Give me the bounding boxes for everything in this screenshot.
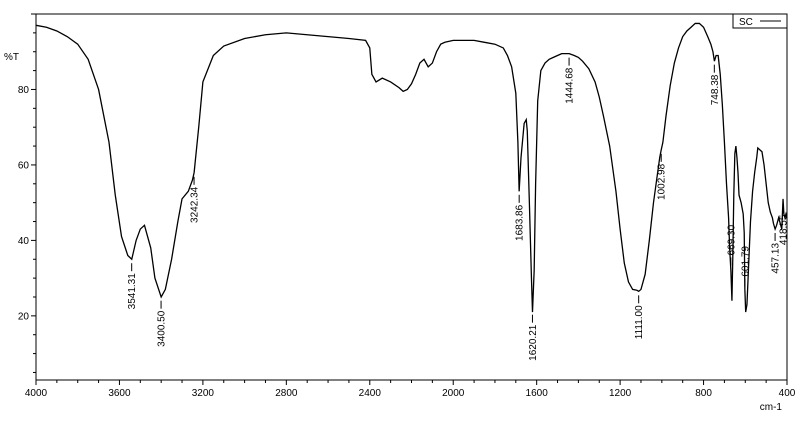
x-tick-label: 800 bbox=[695, 388, 712, 399]
series-line-sc bbox=[35, 22, 788, 313]
peak-annotation: 1002.98 bbox=[657, 153, 668, 200]
peak-label: 3242.34 bbox=[190, 186, 201, 223]
peak-annotation: 3400.50 bbox=[157, 300, 168, 347]
peak-annotation: 3541.31 bbox=[127, 263, 138, 309]
peak-annotation: 669.30 bbox=[726, 224, 737, 266]
peak-annotation: 418.55 bbox=[779, 204, 790, 245]
peak-label: 457.13 bbox=[771, 243, 782, 274]
x-tick-label: 2800 bbox=[275, 388, 298, 399]
x-tick-label: 400 bbox=[779, 388, 796, 399]
y-tick-label: 80 bbox=[18, 85, 30, 96]
peak-annotation: 1111.00 bbox=[634, 295, 645, 339]
legend-entry-label: SC bbox=[739, 17, 753, 28]
peak-annotations: 3541.31 3400.50 3242.34 1683.86 1620.21 1444.… bbox=[127, 57, 790, 361]
y-tick-label: 40 bbox=[18, 236, 30, 247]
x-tick-label: 3600 bbox=[108, 388, 131, 399]
peak-annotation: 748.38 bbox=[710, 64, 721, 105]
x-tick-label: 1200 bbox=[609, 388, 632, 399]
plot-frame bbox=[35, 13, 788, 381]
peak-annotation: 1683.86 bbox=[515, 194, 526, 241]
peak-label: 3541.31 bbox=[127, 273, 138, 310]
y-tick-label: 20 bbox=[18, 311, 30, 322]
x-tick-label: 3200 bbox=[192, 388, 215, 399]
peak-label: 1683.86 bbox=[515, 204, 526, 241]
peak-label: 1002.98 bbox=[657, 163, 668, 200]
peak-label: 1620.21 bbox=[528, 324, 539, 361]
peak-label: 601.79 bbox=[740, 246, 751, 277]
peak-annotation: 457.13 bbox=[771, 232, 782, 274]
x-tick-label: 2400 bbox=[359, 388, 382, 399]
peak-label: 1111.00 bbox=[634, 305, 645, 339]
peak-label: 669.30 bbox=[726, 224, 737, 255]
x-axis: 4000 3600 3200 2800 2400 2000 1600 1200 800 400 bbox=[25, 380, 796, 399]
x-axis-label: cm-1 bbox=[760, 402, 783, 413]
x-tick-label: 1600 bbox=[526, 388, 549, 399]
y-axis-label: %T bbox=[4, 52, 19, 63]
peak-annotation: 601.79 bbox=[740, 246, 751, 287]
peak-annotation: 1620.21 bbox=[528, 314, 539, 361]
y-axis: 20 40 60 80 bbox=[18, 13, 36, 373]
peak-annotation: 1444.68 bbox=[565, 57, 576, 104]
peak-label: 748.38 bbox=[710, 74, 721, 105]
peak-label: 418.55 bbox=[779, 214, 790, 245]
peak-label: 3400.50 bbox=[157, 310, 168, 347]
legend: SC bbox=[732, 13, 788, 29]
peak-label: 1444.68 bbox=[565, 67, 576, 104]
peak-annotation: 3242.34 bbox=[190, 176, 201, 223]
x-tick-label: 4000 bbox=[25, 388, 48, 399]
y-tick-label: 60 bbox=[18, 160, 30, 171]
x-tick-label: 2000 bbox=[442, 388, 465, 399]
